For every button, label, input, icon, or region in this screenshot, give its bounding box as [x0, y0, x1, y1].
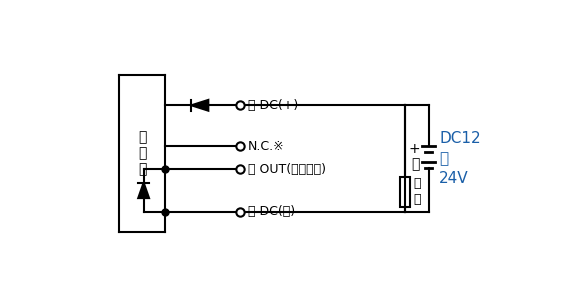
Text: 青 DC(－): 青 DC(－) [248, 205, 295, 218]
Polygon shape [191, 100, 208, 111]
Text: 負
荷: 負 荷 [413, 177, 421, 206]
Text: 主
回
路: 主 回 路 [138, 130, 146, 177]
Text: －: － [412, 158, 420, 172]
Text: 黒 OUT(電流出力): 黒 OUT(電流出力) [248, 163, 325, 176]
Text: DC12
〜
24V: DC12 〜 24V [440, 131, 481, 186]
Bar [401, 177, 410, 207]
Polygon shape [138, 183, 149, 198]
Text: 茶 DC(+): 茶 DC(+) [248, 99, 298, 112]
Text: +: + [409, 142, 420, 156]
Text: N.C.※: N.C.※ [248, 140, 284, 153]
